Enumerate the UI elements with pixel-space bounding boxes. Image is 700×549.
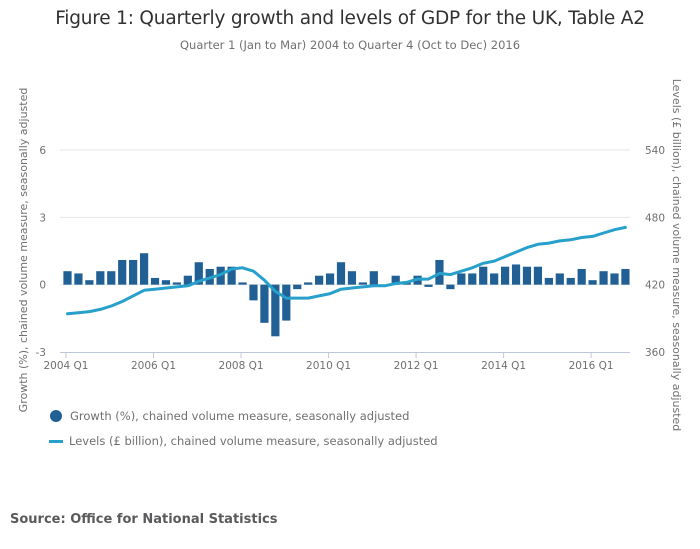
growth-bar <box>63 271 72 285</box>
growth-bar <box>490 273 499 285</box>
chart-title: Figure 1: Quarterly growth and levels of… <box>55 8 645 29</box>
x-tick-label: 2010 Q1 <box>306 360 351 372</box>
y-tick-label-left: 6 <box>39 145 46 157</box>
growth-bar <box>391 275 400 285</box>
growth-bar <box>282 284 291 321</box>
growth-bar <box>369 271 378 285</box>
y-tick-label-left: -3 <box>36 347 46 359</box>
growth-bar <box>139 253 149 285</box>
growth-bar <box>129 259 138 285</box>
growth-bar <box>621 268 630 285</box>
growth-bar <box>194 262 203 285</box>
growth-bar <box>260 284 269 323</box>
legend-label-levels: Levels (£ billion), chained volume measu… <box>69 434 438 448</box>
growth-bar <box>511 264 521 285</box>
levels-line <box>66 225 627 316</box>
growth-bar <box>304 282 313 285</box>
growth-bar <box>161 280 171 285</box>
growth-bar <box>347 271 357 285</box>
growth-bar <box>238 282 247 285</box>
x-tick-label: 2016 Q1 <box>569 360 614 372</box>
growth-bar <box>107 271 116 285</box>
growth-bar <box>150 277 160 285</box>
growth-bar <box>183 275 192 285</box>
growth-bar <box>85 280 94 285</box>
levels-series-line <box>66 225 627 316</box>
growth-bar <box>566 277 575 285</box>
growth-bar <box>457 273 466 285</box>
growth-bars <box>63 253 630 337</box>
growth-bar <box>358 282 367 285</box>
growth-bar <box>74 273 83 285</box>
growth-bar <box>522 266 532 285</box>
growth-bar <box>468 273 477 285</box>
y-tick-label-right: 420 <box>645 280 665 292</box>
x-tick-label: 2012 Q1 <box>394 360 439 372</box>
y-axis-title-right: Levels (£ billion), chained volume measu… <box>670 79 683 432</box>
growth-bar <box>610 273 619 285</box>
growth-bar <box>118 259 127 285</box>
growth-bar <box>249 284 258 301</box>
growth-bar <box>315 275 324 285</box>
axes: -3 360 0 420 3 480 6 540 2004 Q1 2006 Q1 2008 Q1 20… <box>36 145 666 372</box>
y-axis-title-left: Growth (%), chained volume measure, seas… <box>17 88 30 413</box>
growth-bar <box>325 273 335 285</box>
x-tick-label: 2004 Q1 <box>43 360 88 372</box>
legend-line-icon <box>49 439 63 443</box>
growth-bar <box>336 262 346 285</box>
y-tick-label-right: 540 <box>645 145 665 157</box>
y-tick-label-right: 480 <box>645 212 665 224</box>
y-tick-label-left: 0 <box>39 280 46 292</box>
growth-bar <box>479 266 488 285</box>
x-tick-label: 2014 Q1 <box>481 360 526 372</box>
chart-subtitle: Quarter 1 (Jan to Mar) 2004 to Quarter 4… <box>179 38 521 52</box>
growth-bar <box>227 266 236 285</box>
legend-label-growth: Growth (%), chained volume measure, seas… <box>70 409 410 423</box>
y-tick-label-left: 3 <box>39 212 46 224</box>
growth-bar <box>544 277 553 285</box>
growth-bar <box>96 271 105 285</box>
x-tick-label: 2006 Q1 <box>131 360 176 372</box>
growth-bar <box>599 271 608 285</box>
growth-bar <box>577 268 586 285</box>
growth-bar <box>424 284 433 287</box>
growth-bar <box>588 280 597 285</box>
growth-bar <box>271 284 280 337</box>
growth-bar <box>172 282 181 285</box>
legend-dot-icon <box>50 410 62 422</box>
legend-item-growth[interactable]: Growth (%), chained volume measure, seas… <box>50 409 409 423</box>
growth-bar <box>555 273 564 285</box>
growth-bar <box>501 266 510 285</box>
legend-item-levels[interactable]: Levels (£ billion), chained volume measu… <box>49 434 438 448</box>
x-tick-label: 2008 Q1 <box>219 360 264 372</box>
source-note: Source: Office for National Statistics <box>10 512 278 527</box>
y-tick-label-right: 360 <box>645 347 665 359</box>
growth-bar <box>446 284 455 290</box>
growth-bar <box>293 284 302 290</box>
growth-bar <box>533 266 543 285</box>
